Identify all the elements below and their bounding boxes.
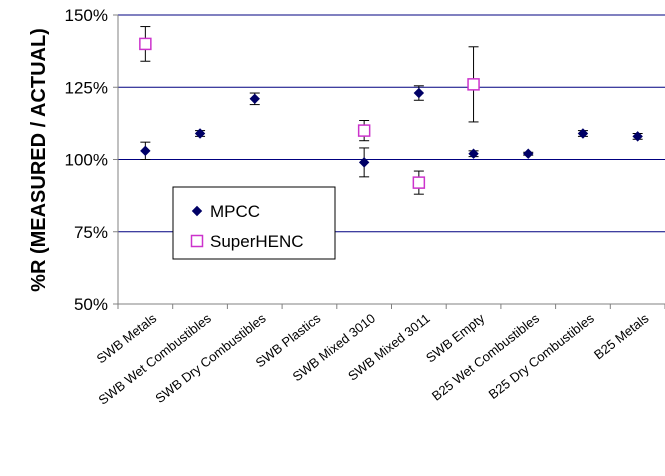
mpcc-point	[414, 89, 423, 98]
category-label: B25 Metals	[591, 310, 652, 362]
mpcc-point	[524, 149, 533, 158]
y-axis-ticks: 50% 75% 100% 125% 150%	[65, 6, 118, 314]
legend-superhenc-label: SuperHENC	[210, 232, 304, 251]
legend-mpcc-label: MPCC	[210, 202, 260, 221]
legend-superhenc-marker	[192, 236, 203, 247]
mpcc-point	[250, 94, 259, 103]
category-label: B25 Dry Combustibles	[486, 310, 598, 402]
y-axis-label: %R (MEASURED / ACTUAL)	[28, 28, 50, 292]
y-tick-label: 75%	[74, 223, 108, 242]
legend: MPCC SuperHENC	[173, 187, 335, 259]
y-tick-label: 150%	[65, 6, 108, 25]
superhenc-point	[468, 79, 479, 90]
data-points	[140, 27, 643, 195]
y-tick-label: 50%	[74, 295, 108, 314]
y-tick-label: 125%	[65, 78, 108, 97]
superhenc-point	[140, 38, 151, 49]
mpcc-point	[141, 146, 150, 155]
y-tick-label: 100%	[65, 151, 108, 170]
superhenc-point	[359, 125, 370, 136]
superhenc-point	[413, 177, 424, 188]
